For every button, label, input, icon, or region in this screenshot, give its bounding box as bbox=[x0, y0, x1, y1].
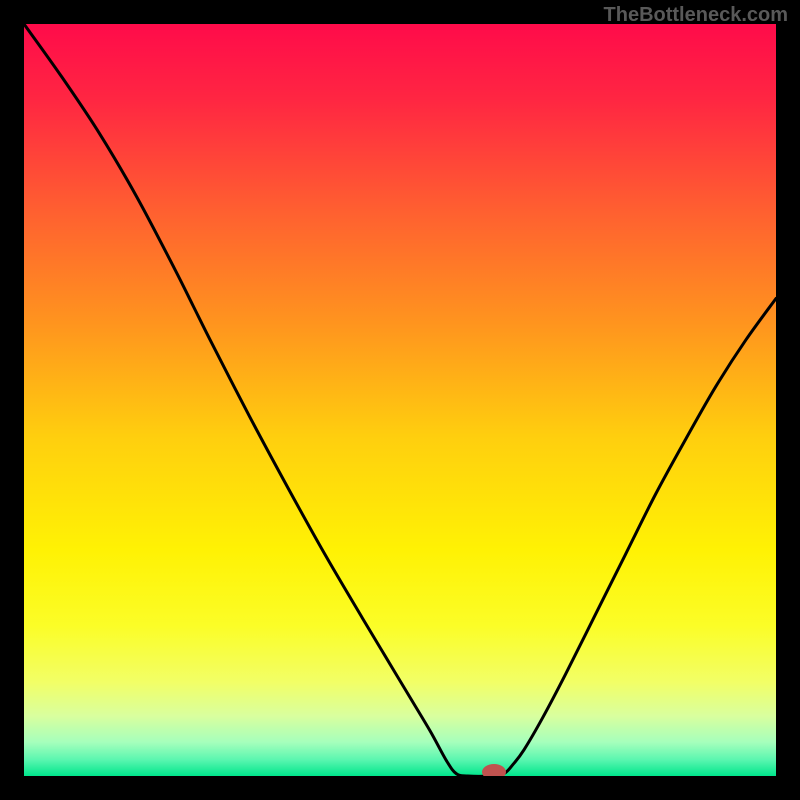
attribution-text: TheBottleneck.com bbox=[604, 4, 788, 27]
plot-area bbox=[24, 24, 776, 776]
bottleneck-chart-svg bbox=[24, 24, 776, 776]
plot-background-gradient bbox=[24, 24, 776, 776]
figure-container: TheBottleneck.com bbox=[0, 0, 800, 800]
